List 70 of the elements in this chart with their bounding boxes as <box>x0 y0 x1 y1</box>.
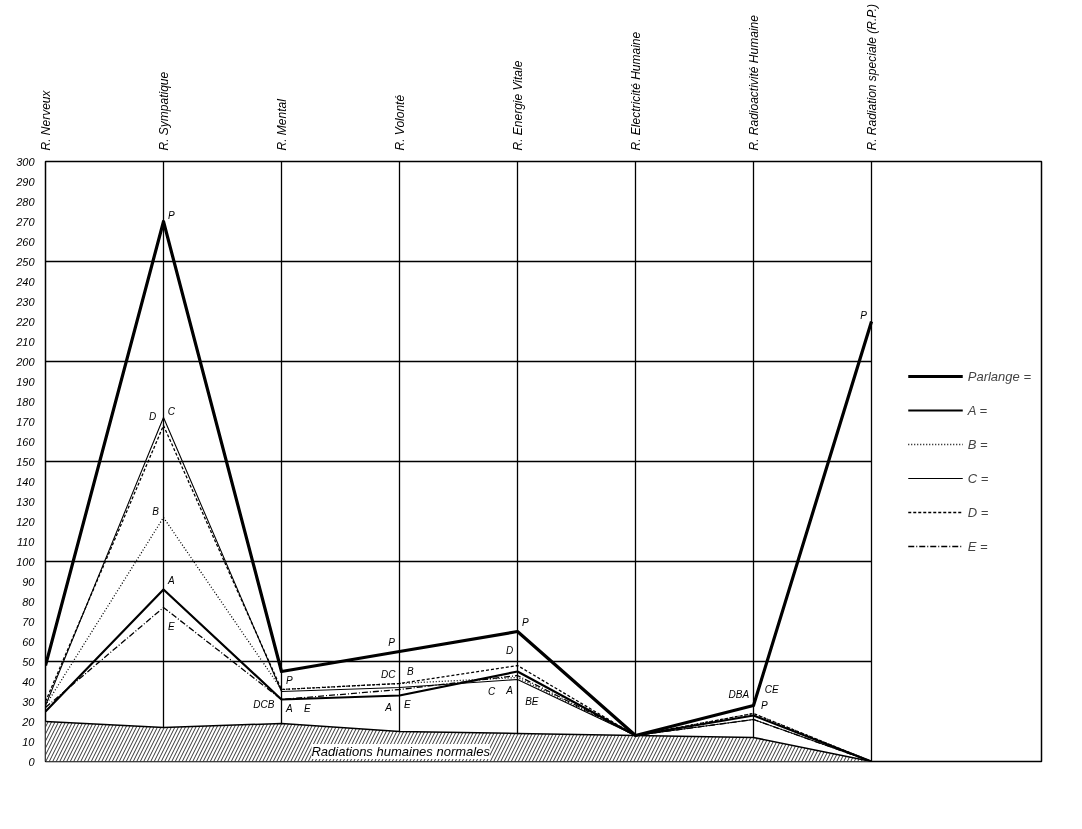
annotation: P <box>522 617 530 628</box>
y-tick-label: 220 <box>15 315 36 328</box>
y-tick-label: 260 <box>15 235 36 248</box>
annotation: A <box>505 685 514 696</box>
annotation: A <box>384 702 393 713</box>
y-tick-label: 250 <box>15 255 36 268</box>
annotation: CE <box>764 684 780 695</box>
y-tick-label: 200 <box>15 355 36 368</box>
legend-label: E = <box>967 538 988 554</box>
annotation: D <box>148 411 157 422</box>
annotation: DCB <box>253 699 275 710</box>
legend-label: C = <box>967 470 989 486</box>
y-tick-label: 150 <box>16 455 36 468</box>
annotation: E <box>304 703 312 714</box>
y-tick-label: 280 <box>15 195 36 208</box>
legend-label: D = <box>967 504 989 520</box>
x-tick-label: R. Radioactivité Humaine <box>746 14 761 151</box>
annotation: B <box>152 506 160 517</box>
annotation: C <box>167 406 176 417</box>
y-tick-label: 290 <box>15 175 36 188</box>
y-tick-label: 270 <box>15 215 36 228</box>
y-tick-label: 300 <box>16 155 36 168</box>
annotation: A <box>167 575 176 586</box>
annotation: P <box>761 700 769 711</box>
y-tick-label: 50 <box>22 655 36 668</box>
x-tick-label: R. Electricité Humaine <box>628 31 643 151</box>
y-tick-label: 180 <box>16 395 36 408</box>
annotation: E <box>168 621 176 632</box>
annotation: E <box>404 699 412 710</box>
y-tick-label: 40 <box>22 675 36 688</box>
x-tick-label: R. Mental <box>274 98 289 151</box>
series-label: Radiations humaines normales <box>311 743 491 759</box>
y-tick-label: 130 <box>16 495 36 508</box>
y-tick-label: 90 <box>22 575 36 588</box>
annotation: A <box>285 703 294 714</box>
y-tick-label: 230 <box>15 295 36 308</box>
annotation: P <box>168 210 176 221</box>
annotation: P <box>388 637 396 648</box>
y-tick-label: 160 <box>16 435 36 448</box>
annotation: BE <box>525 696 539 707</box>
y-tick-label: 120 <box>16 515 36 528</box>
annotation: P <box>286 675 294 686</box>
y-tick-label: 10 <box>22 735 36 748</box>
legend-label: B = <box>967 436 988 452</box>
y-tick-label: 190 <box>16 375 36 388</box>
y-tick-label: 210 <box>15 335 36 348</box>
annotation: P <box>860 310 868 321</box>
annotation: D <box>505 645 514 656</box>
legend-label: A = <box>967 402 988 418</box>
y-tick-label: 30 <box>22 695 36 708</box>
y-tick-label: 240 <box>15 275 36 288</box>
y-tick-label: 110 <box>16 535 36 548</box>
annotation: DC <box>380 669 397 680</box>
annotation: B <box>407 666 415 677</box>
y-tick-label: 60 <box>22 635 36 648</box>
y-tick-label: 100 <box>16 555 36 568</box>
y-tick-label: 80 <box>22 595 36 608</box>
y-tick-label: 0 <box>28 755 36 768</box>
annotation: DBA <box>728 689 750 700</box>
x-tick-label: R. Nerveux <box>38 89 53 151</box>
y-tick-label: 70 <box>22 615 36 628</box>
y-tick-label: 170 <box>16 415 36 428</box>
legend-label: Parlange = <box>967 368 1031 384</box>
annotation: C <box>487 686 496 697</box>
x-tick-label: R. Sympatique <box>156 71 171 151</box>
x-tick-label: R. Radiation speciale (R.P.) <box>864 3 879 151</box>
y-tick-label: 140 <box>16 475 36 488</box>
y-tick-label: 20 <box>21 715 36 728</box>
x-tick-label: R. Volonté <box>392 94 407 151</box>
x-tick-label: R. Energie Vitale <box>510 60 525 151</box>
